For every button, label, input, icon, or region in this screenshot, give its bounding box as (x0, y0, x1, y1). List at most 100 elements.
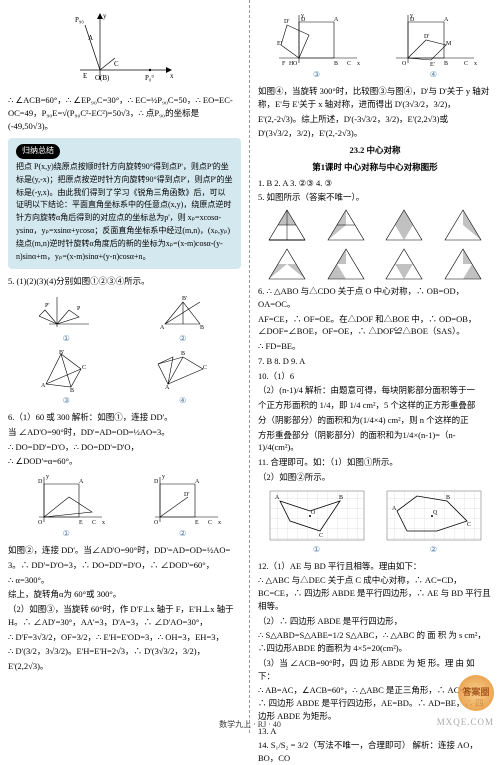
svg-text:E': E' (277, 41, 282, 47)
svg-text:O(B): O(B) (95, 74, 110, 82)
svg-text:C: C (208, 520, 212, 526)
svg-text:B': B' (182, 296, 187, 302)
svg-text:A: A (88, 34, 93, 42)
fig5-3: A B' C B (36, 349, 96, 394)
svg-text:B: B (200, 325, 204, 331)
figure-p90: y P₉₀ A C E O(B) P₀° x (70, 10, 180, 90)
a12d: ∴ S△ABD=S△ABE=1/2 S△ABC，∴ △ABC 的 面 积 为 s… (258, 629, 492, 655)
svg-text:P₀°: P₀° (145, 74, 154, 82)
svg-text:x: x (218, 520, 221, 526)
a7: 7. B 8. D 9. A (258, 355, 492, 368)
svg-text:C: C (467, 522, 471, 528)
svg-text:C: C (319, 533, 323, 539)
svg-text:x: x (357, 61, 360, 67)
tri-b (325, 207, 367, 243)
a12c: （2）∴ 四边形 ABDE 是平行四边形， (258, 615, 492, 628)
q6-p2: 如图②，连接 DD'。当∠AD'O=90°时，DD'=AD=OD=½AO= (8, 544, 241, 557)
a10: 10.（1）6 (258, 370, 492, 383)
a11: 11. 合理即可。如：（1）如图①所示。 (258, 456, 492, 469)
svg-text:C: C (114, 60, 119, 68)
svg-text:O: O (293, 61, 298, 67)
svg-text:D': D' (184, 492, 189, 498)
svg-text:C: C (464, 61, 468, 67)
svg-text:x: x (474, 61, 477, 67)
figR-2: OD AD' MB E'C xy (386, 10, 481, 68)
svg-text:D: D (154, 479, 159, 485)
fig5-1: P' P (39, 292, 94, 332)
footer: 数学九上 · RJ · 40 (0, 719, 500, 731)
r-p1: 如图④，当旋转 300°时，比较图③与图④，D'与 D'关于 y 轴对称，E'与… (258, 85, 492, 111)
svg-text:B: B (181, 351, 185, 357)
q6-2d: E'(2,2√3)。 (8, 660, 241, 673)
svg-text:P': P' (45, 303, 49, 309)
q6-p5: 综上，旋转角α为 60°或 300°。 (8, 588, 241, 601)
a12b: ∴ △ABC 与△DEC 关于点 C 成中心对称，∴ AC=CD，BC=CE，∴… (258, 574, 492, 612)
section-title: 23.2 中心对称 (258, 144, 492, 157)
r-p2: E'(2,-2√3)。综上所述，D'(-3√3/2，3/2)，E'(2,2√3)… (258, 113, 492, 126)
svg-text:C: C (203, 365, 207, 371)
figR-1: OD AE' D'F HB Cx y (269, 10, 364, 68)
q6-l2: ∴ DO=DD'=D'O，∴ DO=DD'=D'O， (8, 441, 241, 454)
a6: 6. ∴ △ABO 与△CDO 关于点 O 中心对称，∴ OB=OD，OA=OC… (258, 285, 492, 311)
svg-text:F: F (282, 61, 286, 67)
svg-text:B: B (339, 495, 343, 501)
q6-2: （2）如图③，当旋转 60°时，作 D'F⊥x 轴于 F，E'H⊥x 轴于 H。… (8, 603, 241, 629)
svg-text:y: y (46, 474, 49, 480)
tri-h (442, 246, 484, 282)
svg-text:A: A (160, 325, 165, 331)
svg-text:B: B (444, 61, 448, 67)
svg-text:Q: Q (433, 510, 438, 516)
fig5-2: A B' B (155, 292, 210, 332)
svg-text:B: B (70, 388, 74, 394)
svg-text:A: A (41, 383, 46, 389)
svg-text:A: A (392, 506, 397, 512)
tri-d (442, 207, 484, 243)
svg-text:y: y (162, 474, 165, 480)
fig11-2: A B C Q (384, 488, 484, 543)
summary-text: 把点 P(x,y)绕原点按顺时针方向旋转90°得到点P'，则点P'的坐标是(y,… (16, 161, 233, 263)
svg-text:A: A (334, 17, 339, 23)
svg-text:D': D' (284, 19, 289, 25)
q5: 5. (1)(2)(3)(4)分别如图①②③④所示。 (8, 275, 241, 288)
svg-text:C: C (82, 365, 86, 371)
svg-text:D': D' (424, 34, 429, 40)
svg-text:B: B (446, 495, 450, 501)
q6-p4: ∴ α=300°。 (8, 574, 241, 587)
a10d: 分（阴影部分）的面积和为(1/4×4) cm²，则 n 个这样的正 (258, 414, 492, 427)
a11b: （2）如图②所示。 (258, 471, 492, 484)
svg-text:B: B (334, 61, 338, 67)
svg-text:E': E' (430, 62, 435, 68)
svg-text:y: y (301, 13, 304, 19)
svg-text:y: y (103, 12, 107, 20)
svg-text:O: O (311, 510, 316, 516)
q6-2b: ∴ D'F=3√3/2，OF=3/2，∴ E'H=E'OD=3，∴ OH=3，E… (8, 631, 241, 644)
tri-e (266, 246, 308, 282)
svg-text:A: A (275, 495, 280, 501)
a6b: AF=CE，∴ OF=OE。在△DOF 和△BOE 中，∴ OD=OB，∠DOF… (258, 313, 492, 339)
fig6-1: OD AE Cx y (24, 472, 109, 527)
svg-text:B': B' (59, 350, 64, 356)
a12e: （3）当 ∠ACB=90°时，四 边 形 ABDE 为 矩 形。理 由 如 下： (258, 657, 492, 683)
lesson-title: 第1课时 中心对称与中心对称图形 (258, 161, 492, 174)
svg-text:C: C (347, 61, 351, 67)
q6-l1: 当 ∠AD'O=90°时，DD'=AD=OD=½AO=3。 (8, 426, 241, 439)
svg-text:A: A (444, 17, 449, 23)
svg-text:E: E (83, 72, 87, 80)
tri-f (325, 246, 367, 282)
svg-text:x: x (102, 520, 105, 526)
svg-text:E: E (79, 520, 83, 526)
text-p1: ∴ ∠ACB=60°，∴ ∠EP₉₀C=30°，∴ EC=½P₉₀C=50，∴ … (8, 94, 241, 132)
q6-2c: ∴ D'(3/2，3√3/2)。E'H=E'H=2√3，∴ D'(3√3/2，3… (8, 645, 241, 658)
q6-l3: ∴ ∠DOD'=α=60°。 (8, 455, 241, 468)
fig6-2: OD AE D'C xy (140, 472, 225, 527)
a6c: ∴ FD=BE。 (258, 340, 492, 353)
svg-text:M: M (446, 41, 452, 47)
svg-text:O: O (154, 520, 159, 526)
watermark-url: MXQE.COM (437, 716, 494, 730)
q6: 6.（1）60 或 300 解析：如图①，连接 DD'。 (8, 411, 241, 424)
fig5-4: A B C (153, 349, 213, 394)
svg-text:A: A (165, 385, 170, 391)
a1: 1. B 2. A 3. ②③ 4. ③ (258, 177, 492, 190)
svg-text:O: O (38, 520, 43, 526)
a14: 14. S₁/S₂ = 3/2（写法不唯一，合理即可） 解析：连接 AO，BO，… (258, 739, 492, 765)
